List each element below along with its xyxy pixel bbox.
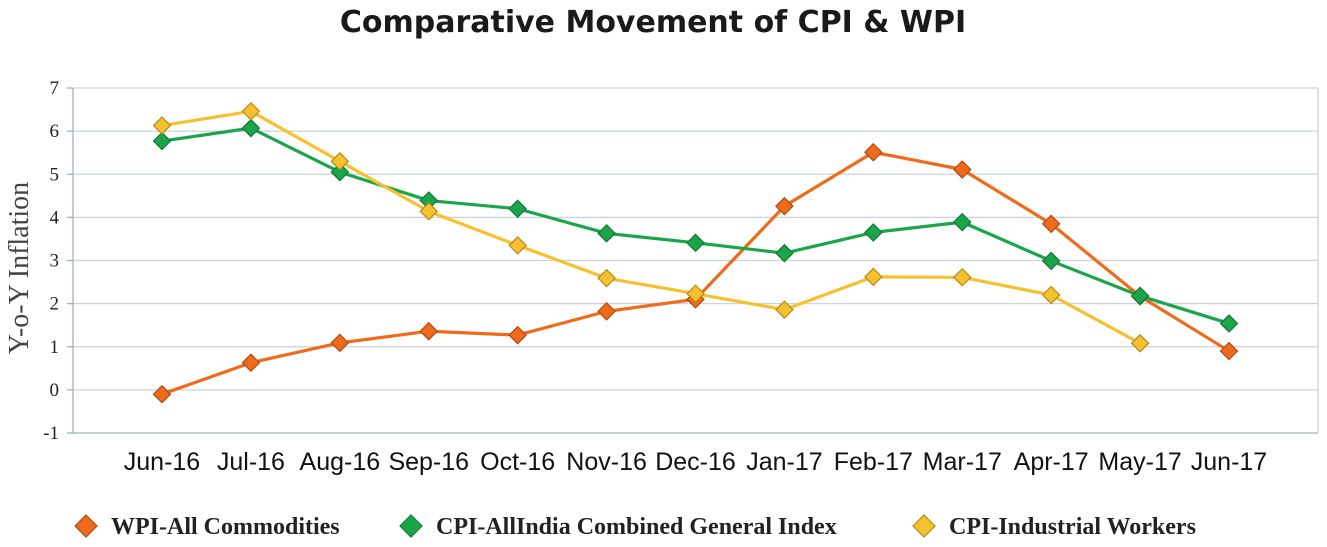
legend: WPI-All Commodities CPI-AllIndia Combined…	[74, 514, 1196, 540]
data-point	[775, 243, 794, 263]
data-point	[597, 223, 616, 243]
data-point	[419, 321, 439, 341]
axes	[67, 87, 1319, 434]
data-point	[1130, 333, 1150, 353]
data-point	[686, 233, 705, 253]
data-point	[863, 267, 883, 287]
x-tick-label: Jul-16	[217, 448, 285, 476]
legend-item: WPI-All Commodities	[74, 514, 340, 540]
x-tick-label: Mar-17	[923, 448, 1002, 476]
data-point	[152, 131, 172, 151]
y-tick-labels: -1 0 1 2 3 4 5 6 7	[43, 78, 59, 444]
x-tick-label: Feb-17	[834, 448, 913, 476]
data-point	[863, 142, 883, 162]
data-point	[241, 353, 261, 373]
data-point	[508, 199, 528, 219]
chart-title: Comparative Movement of CPI & WPI	[340, 5, 966, 40]
y-tick-label: 4	[50, 207, 60, 228]
series-3	[152, 101, 1150, 353]
y-tick-label: 5	[50, 164, 60, 185]
legend-marker	[399, 514, 423, 538]
data-point	[241, 101, 261, 121]
x-tick-label: Jun-17	[1191, 448, 1267, 476]
data-point	[330, 333, 350, 353]
y-tick-label: 2	[50, 294, 60, 315]
data-point	[1130, 286, 1150, 306]
x-tick-label: May-17	[1098, 448, 1181, 476]
y-tick-label: 3	[50, 251, 60, 272]
x-tick-label: Dec-16	[655, 448, 736, 476]
x-tick-label: Aug-16	[300, 448, 381, 476]
data-point	[1041, 214, 1061, 234]
x-tick-label: Nov-16	[566, 448, 647, 476]
legend-item: CPI-Industrial Workers	[912, 514, 1196, 540]
x-tick-label: Oct-16	[480, 448, 555, 476]
legend-label: CPI-AllIndia Combined General Index	[436, 514, 837, 540]
data-point	[775, 300, 794, 320]
data-point	[1219, 314, 1239, 333]
y-tick-label: 1	[50, 337, 60, 358]
series-group	[152, 101, 1239, 404]
data-point	[775, 196, 794, 216]
legend-item: CPI-AllIndia Combined General Index	[399, 514, 837, 540]
data-point	[1219, 341, 1239, 361]
x-tick-label: Jan-17	[746, 448, 822, 476]
x-tick-label: Sep-16	[388, 448, 469, 476]
data-point	[419, 201, 439, 221]
data-point	[597, 268, 616, 288]
legend-label: WPI-All Commodities	[111, 514, 340, 540]
legend-label: CPI-Industrial Workers	[949, 514, 1196, 540]
data-point	[152, 116, 172, 135]
legend-marker	[912, 514, 936, 538]
series-line	[161, 150, 1230, 396]
data-point	[1041, 251, 1061, 271]
data-point	[152, 384, 172, 404]
series-1	[152, 142, 1239, 404]
data-point	[1041, 285, 1061, 305]
data-point	[241, 118, 261, 138]
y-axis-label: Y-o-Y Inflation	[4, 182, 35, 354]
x-tick-label: Apr-17	[1014, 448, 1089, 476]
series-2	[152, 118, 1239, 333]
data-point	[952, 160, 972, 179]
y-tick-label: 6	[50, 121, 60, 142]
y-tick-label: -1	[43, 423, 59, 444]
data-point	[686, 284, 705, 304]
data-point	[863, 223, 883, 242]
legend-marker	[74, 514, 98, 538]
data-point	[508, 325, 528, 345]
data-point	[597, 302, 616, 321]
y-tick-label: 0	[50, 380, 60, 401]
y-tick-label: 7	[50, 78, 60, 99]
data-point	[330, 162, 350, 182]
x-tick-label: Jun-16	[124, 448, 200, 476]
data-point	[952, 212, 972, 232]
x-tick-labels: Jun-16 Jul-16 Aug-16 Sep-16 Oct-16 Nov-16 Dec-…	[124, 448, 1267, 476]
data-point	[952, 267, 972, 287]
data-point	[330, 151, 350, 171]
data-point	[508, 236, 528, 255]
series-line	[161, 109, 1141, 345]
